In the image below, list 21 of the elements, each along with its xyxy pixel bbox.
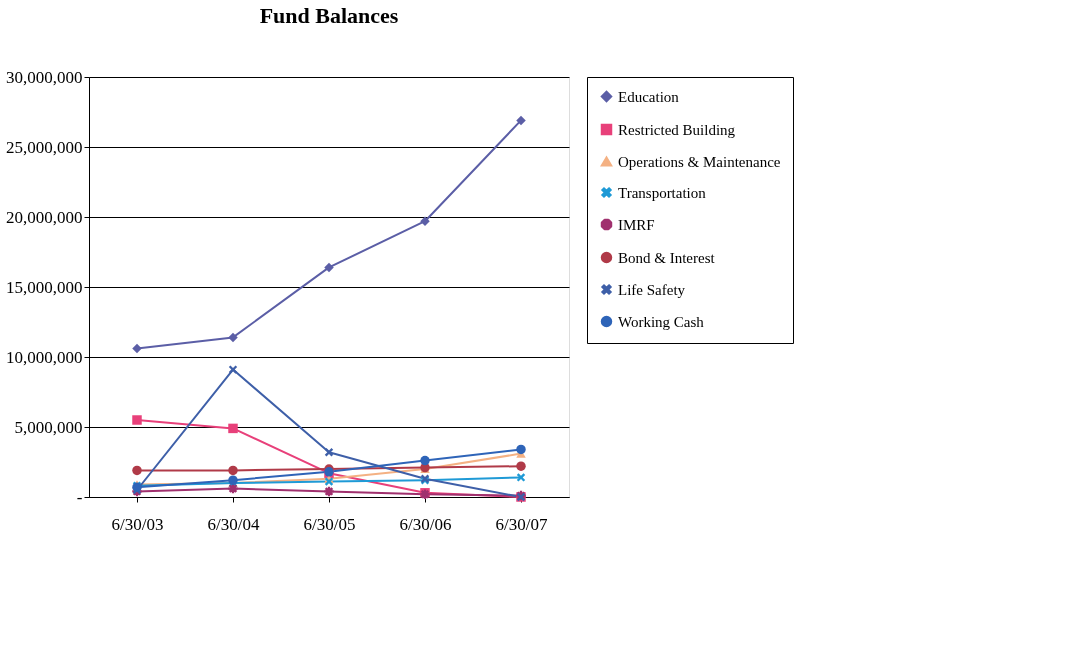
legend-label: Transportation [618, 184, 707, 201]
x-tick-label: 6/30/07 [495, 514, 548, 534]
y-tick-label: - [76, 487, 83, 507]
legend-label: Education [618, 88, 680, 105]
x-tick-label: 6/30/06 [399, 514, 452, 534]
y-tick-label: 25,000,000 [6, 137, 83, 157]
legend-label: Restricted Building [618, 121, 736, 138]
y-tick-label: 20,000,000 [6, 207, 83, 227]
legend-label: Life Safety [618, 281, 686, 298]
y-tick-label: 30,000,000 [6, 67, 83, 87]
legend-label: Working Cash [618, 313, 705, 330]
legend-label: Bond & Interest [618, 249, 716, 266]
y-tick-label: 10,000,000 [6, 347, 83, 367]
x-tick-label: 6/30/05 [303, 514, 356, 534]
legend-label: IMRF [618, 216, 655, 233]
chart-title: Fund Balances [259, 3, 399, 28]
y-tick-label: 5,000,000 [14, 417, 83, 437]
x-tick-label: 6/30/03 [111, 514, 164, 534]
legend-label: Operations & Maintenance [618, 153, 781, 170]
x-tick-label: 6/30/04 [207, 514, 260, 534]
y-tick-label: 15,000,000 [6, 277, 83, 297]
